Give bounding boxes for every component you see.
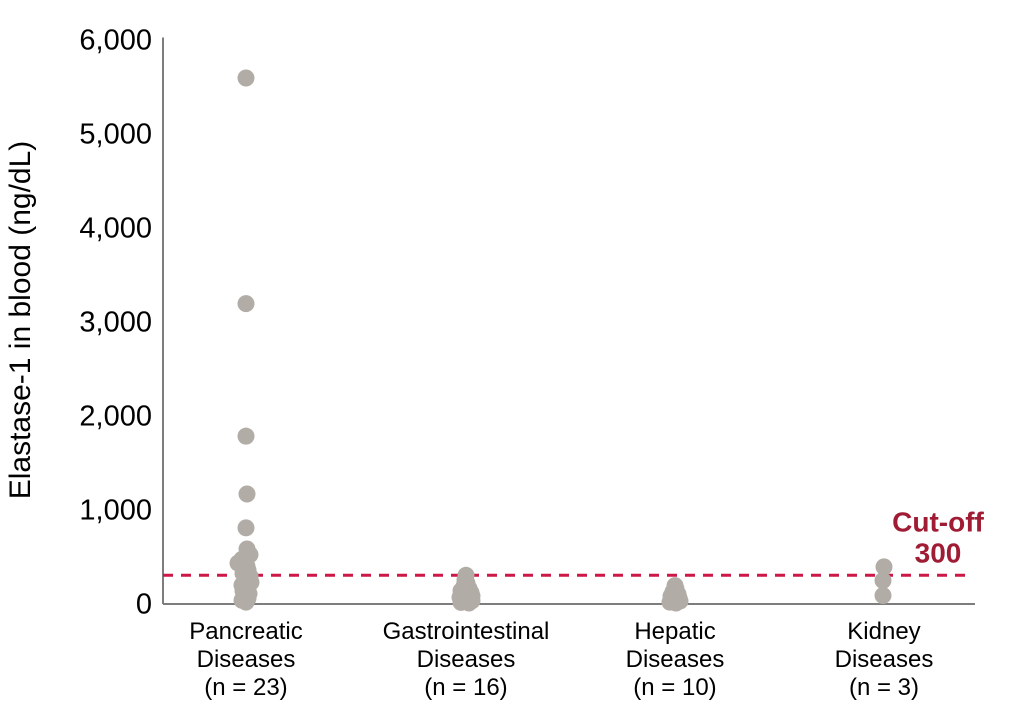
x-group-label-line: Kidney (847, 618, 920, 645)
cutoff-label-value: 300 (915, 537, 962, 568)
y-tick-label: 1,000 (79, 495, 152, 527)
x-group-label-line: (n = 10) (633, 674, 716, 701)
data-point (237, 427, 255, 445)
y-axis-title: Elastase-1 in blood (ng/dL) (4, 141, 37, 500)
y-tick-label: 0 (136, 589, 152, 621)
x-group-label-line: Gastrointestinal (383, 618, 550, 645)
x-group-label-line: Diseases (835, 646, 934, 673)
y-tick-label: 4,000 (79, 213, 152, 245)
data-point (667, 594, 685, 612)
cutoff-label-title: Cut-off (892, 506, 984, 537)
x-group-label: Hepatic Diseases (n = 10) (626, 618, 725, 701)
data-point (237, 69, 255, 87)
data-point (237, 593, 255, 611)
y-tick-label: 3,000 (79, 307, 152, 339)
data-point (237, 519, 255, 537)
data-point (238, 485, 256, 503)
x-group-label-line: (n = 3) (849, 674, 919, 701)
x-group-label: Pancreatic Diseases (n = 23) (189, 618, 302, 701)
data-point (237, 295, 255, 313)
data-point (875, 558, 893, 576)
x-group-label-line: Diseases (417, 646, 516, 673)
data-point (460, 594, 478, 612)
x-group-label: Kidney Diseases (n = 3) (835, 618, 934, 701)
x-group-label-line: Diseases (626, 646, 725, 673)
data-point (874, 587, 892, 605)
x-group-label-line: Diseases (197, 646, 296, 673)
x-group-label-line: Hepatic (634, 618, 715, 645)
y-tick-label: 2,000 (79, 401, 152, 433)
x-group-label-line: (n = 16) (424, 674, 507, 701)
y-tick-label: 5,000 (79, 119, 152, 151)
x-group-label: Gastrointestinal Diseases (n = 16) (383, 618, 550, 701)
x-group-label-line: Pancreatic (189, 618, 302, 645)
data-point (874, 571, 892, 589)
x-group-label-line: (n = 23) (204, 674, 287, 701)
y-tick-label: 6,000 (79, 25, 152, 57)
